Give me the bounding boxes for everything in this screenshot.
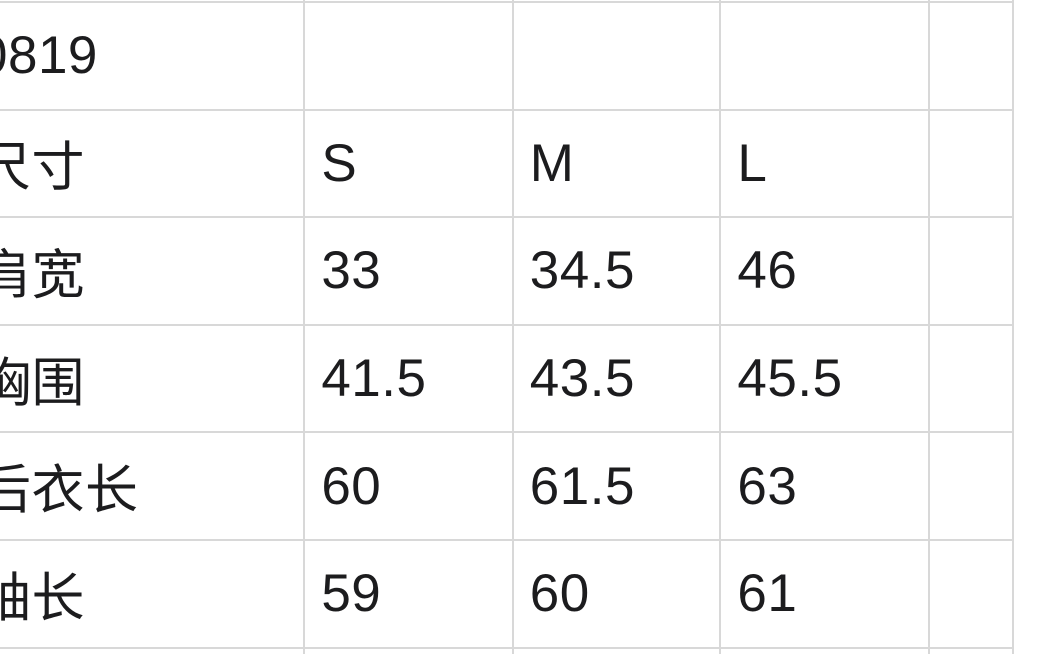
- measurement-value-cell: 61.5: [511, 431, 722, 541]
- measurement-value-cell: 63: [719, 431, 930, 541]
- size-s-cell: S: [303, 108, 514, 219]
- measurement-value-cell: 33: [303, 216, 514, 326]
- empty-cell: [927, 431, 1015, 541]
- empty-cell: [0, 646, 306, 654]
- empty-cell: [927, 646, 1015, 654]
- table-row-shoulder-width: 肩宽 33 34.5 46: [0, 216, 1015, 326]
- empty-cell: [303, 1, 514, 111]
- empty-cell: [927, 1, 1015, 111]
- measurement-value-cell: 46: [719, 216, 930, 326]
- table-row-product-code: 0819: [0, 1, 1015, 111]
- empty-cell: [719, 1, 930, 111]
- measurement-value-cell: 59: [303, 538, 514, 649]
- size-header-label-cell: 尺寸: [0, 108, 306, 219]
- measurement-value-cell: 60: [511, 538, 722, 649]
- measurement-label-cell: 后衣长: [0, 431, 306, 541]
- product-code-cell: 0819: [0, 1, 306, 111]
- empty-cell: [303, 646, 514, 654]
- size-l-cell: L: [719, 108, 930, 219]
- empty-cell: [927, 538, 1015, 649]
- measurement-value-cell: 34.5: [511, 216, 722, 326]
- table-row-chest: 胸围 41.5 43.5 45.5: [0, 323, 1015, 434]
- size-chart-table: 0819 尺寸 S M L 肩宽 33 34.5 46 胸: [0, 0, 1015, 654]
- table-row-cropped-bottom: [0, 646, 1015, 654]
- empty-cell: [927, 108, 1015, 219]
- measurement-label-cell: 肩宽: [0, 216, 306, 326]
- table-row-back-length: 后衣长 60 61.5 63: [0, 431, 1015, 541]
- empty-cell: [719, 646, 930, 654]
- empty-cell: [927, 216, 1015, 326]
- measurement-value-cell: 45.5: [719, 323, 930, 434]
- measurement-value-cell: 60: [303, 431, 514, 541]
- empty-cell: [511, 646, 722, 654]
- table-row-size-header: 尺寸 S M L: [0, 108, 1015, 219]
- empty-cell: [927, 323, 1015, 434]
- measurement-label-cell: 胸围: [0, 323, 306, 434]
- measurement-value-cell: 41.5: [303, 323, 514, 434]
- empty-cell: [511, 1, 722, 111]
- measurement-label-cell: 袖长: [0, 538, 306, 649]
- table-row-sleeve-length: 袖长 59 60 61: [0, 538, 1015, 649]
- size-m-cell: M: [511, 108, 722, 219]
- measurement-value-cell: 43.5: [511, 323, 722, 434]
- measurement-value-cell: 61: [719, 538, 930, 649]
